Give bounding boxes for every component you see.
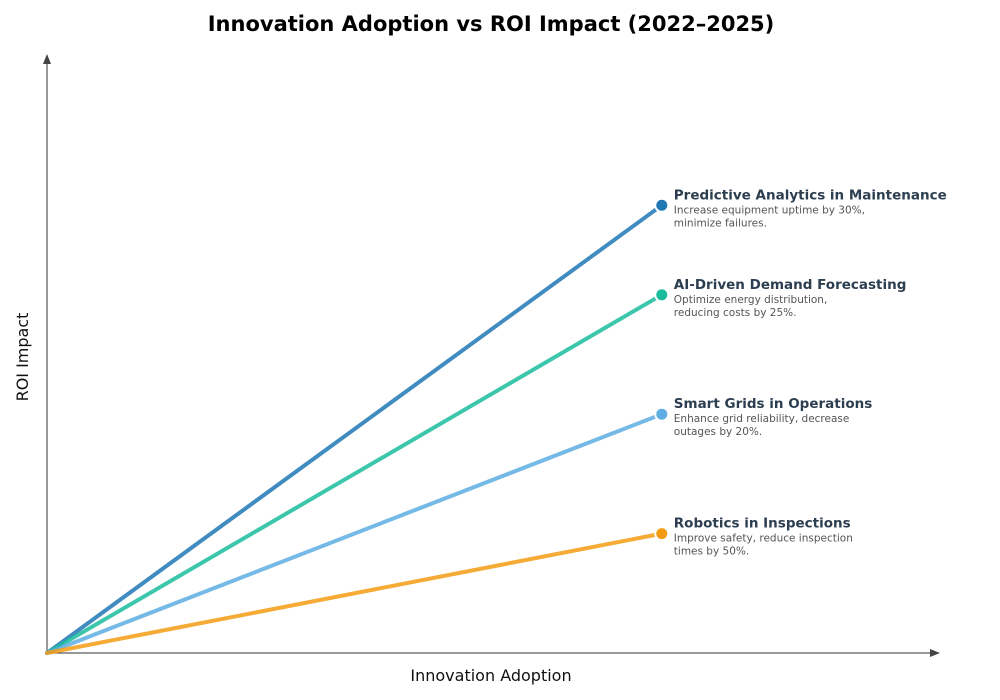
series-line xyxy=(45,412,664,655)
annotation-title: Smart Grids in Operations xyxy=(674,396,872,412)
series-layer: Predictive Analytics in MaintenanceIncre… xyxy=(45,187,947,655)
series-line xyxy=(45,531,664,655)
series-line xyxy=(45,292,664,655)
annotation-description: outages by 20%. xyxy=(674,426,762,438)
endpoint-marker xyxy=(654,287,670,303)
endpoint-marker xyxy=(654,526,670,542)
annotation-description: minimize failures. xyxy=(674,217,767,229)
endpoint-marker xyxy=(654,406,670,422)
annotation-description: Optimize energy distribution, xyxy=(674,294,828,306)
annotation-description: reducing costs by 25%. xyxy=(674,307,797,319)
annotation-description: Increase equipment uptime by 30%, xyxy=(674,204,865,216)
x-axis-label: Innovation Adoption xyxy=(410,666,571,685)
annotation-description: times by 50%. xyxy=(674,546,749,558)
series-0: Predictive Analytics in MaintenanceIncre… xyxy=(45,187,947,655)
series-line xyxy=(45,203,664,655)
chart-title: Innovation Adoption vs ROI Impact (2022–… xyxy=(208,12,775,36)
annotation-description: Enhance grid reliability, decrease xyxy=(674,413,850,425)
endpoint-marker xyxy=(654,197,670,213)
annotation-title: Robotics in Inspections xyxy=(674,516,851,532)
annotation-title: Predictive Analytics in Maintenance xyxy=(674,187,947,203)
annotation-description: Improve safety, reduce inspection xyxy=(674,533,853,545)
y-axis-label: ROI Impact xyxy=(13,313,32,402)
annotation-title: AI-Driven Demand Forecasting xyxy=(674,277,907,293)
